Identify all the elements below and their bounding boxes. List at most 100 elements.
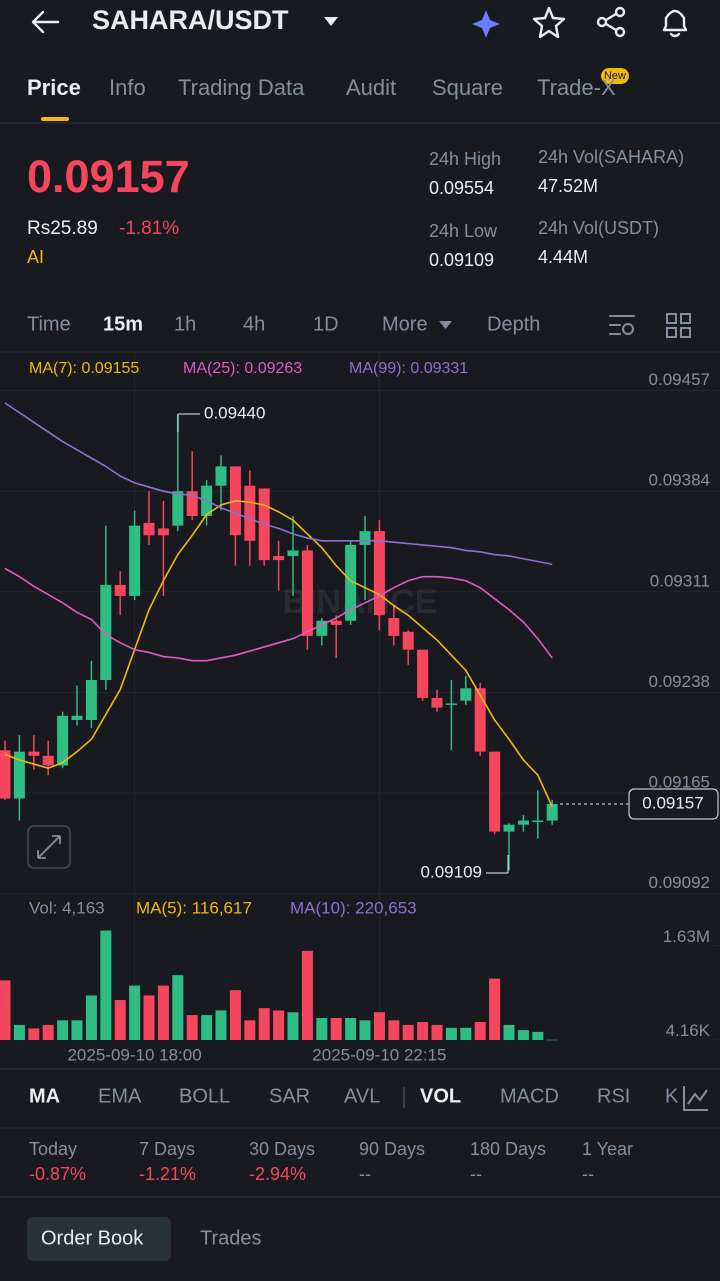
pair-title[interactable]: SAHARA/USDT: [92, 5, 289, 35]
ai-icon[interactable]: [472, 10, 500, 38]
candle-body: [114, 584, 126, 596]
indicator-tab[interactable]: BOLL: [179, 1085, 230, 1107]
interval[interactable]: Depth: [487, 313, 540, 335]
candle-body: [157, 528, 169, 536]
tab[interactable]: Trading Data: [178, 75, 305, 100]
volume-legend: MA(10): 220,653: [290, 898, 417, 917]
legend-item: MA(7): 0.09155: [29, 360, 139, 377]
order-book-button[interactable]: [27, 1217, 171, 1261]
candle-body: [273, 555, 285, 561]
tab[interactable]: Price: [27, 75, 81, 100]
tab[interactable]: Info: [109, 75, 146, 100]
more-caret[interactable]: [439, 321, 452, 329]
candle-body: [373, 531, 385, 616]
candle-body: [57, 715, 69, 766]
candle-body: [417, 649, 429, 698]
candle-body: [85, 680, 97, 720]
volume-bar: [345, 1018, 357, 1040]
candle-body: [489, 751, 501, 832]
stat-value: 0.09554: [429, 178, 494, 198]
ma-line: [4, 500, 553, 808]
volume-bar: [143, 995, 155, 1040]
performance-value: -0.87%: [29, 1164, 86, 1184]
candle-body: [546, 804, 558, 821]
indicator-tab[interactable]: VOL: [420, 1085, 461, 1107]
new-badge-bg: [601, 68, 629, 84]
volume-bar: [100, 930, 112, 1040]
interval[interactable]: Time: [27, 313, 71, 335]
layout-icon[interactable]: [666, 313, 691, 338]
indicator-tab[interactable]: RSI: [597, 1085, 630, 1107]
expand-button[interactable]: [27, 825, 71, 869]
volume-bar: [402, 1024, 414, 1040]
y-tick-label: 0.09238: [649, 672, 710, 691]
chart-settings-icon[interactable]: [683, 1086, 708, 1111]
volume-bar: [287, 1012, 299, 1040]
interval[interactable]: 4h: [243, 313, 265, 335]
back-icon[interactable]: [31, 10, 60, 34]
indicator-tab[interactable]: K: [665, 1085, 679, 1107]
y-tick-label: 0.09457: [649, 370, 710, 389]
ai-label[interactable]: AI: [27, 247, 44, 267]
indicator-tab[interactable]: EMA: [98, 1085, 142, 1107]
stat-value: 0.09109: [429, 250, 494, 270]
volume-bar: [503, 1024, 515, 1040]
interval[interactable]: 15m: [103, 313, 143, 335]
volume-bar: [316, 1018, 328, 1040]
volume-bar: [373, 1012, 385, 1040]
bell-icon[interactable]: [662, 9, 688, 38]
volume-bar: [445, 1027, 457, 1040]
y-tick-label: 0.09311: [650, 571, 710, 590]
indicator-tab[interactable]: AVL: [344, 1085, 380, 1107]
volume-legend: MA(5): 116,617: [136, 898, 252, 917]
caret[interactable]: [324, 17, 338, 26]
annotation: 0.09440: [204, 403, 265, 422]
performance-value: --: [470, 1164, 482, 1184]
volume-bar: [489, 978, 501, 1040]
bottom-tab[interactable]: Order Book: [41, 1227, 144, 1249]
volume-bar: [0, 980, 11, 1040]
performance-label: 90 Days: [359, 1139, 425, 1159]
candle-body: [129, 525, 141, 596]
stat-label: 24h Vol(USDT): [538, 218, 659, 238]
legend-item: MA(99): 0.09331: [349, 360, 468, 377]
legend-item: MA(25): 0.09263: [183, 360, 302, 377]
volume-bar: [431, 1024, 443, 1040]
interval[interactable]: 1h: [174, 313, 196, 335]
performance-label: 180 Days: [470, 1139, 546, 1159]
last-price-box: [628, 788, 719, 820]
star-icon[interactable]: [532, 6, 566, 39]
indicator-tab[interactable]: SAR: [269, 1085, 310, 1107]
settings-icon[interactable]: [609, 315, 635, 335]
interval[interactable]: More: [382, 313, 428, 335]
candle-body: [330, 620, 342, 625]
volume-bar: [71, 1020, 83, 1040]
candle-body: [460, 688, 472, 701]
candle-body: [287, 550, 299, 556]
expand-icon[interactable]: [37, 835, 61, 859]
volume-bar: [57, 1020, 69, 1040]
performance-label: 30 Days: [249, 1139, 315, 1159]
volume-bar: [28, 1028, 40, 1040]
candle-body: [186, 491, 198, 517]
performance-label: Today: [29, 1139, 77, 1159]
tab[interactable]: Trade-X: [537, 75, 616, 100]
tab[interactable]: Audit: [346, 75, 396, 100]
volume-bar: [330, 1018, 342, 1040]
share-icon[interactable]: [596, 6, 626, 38]
bottom-tab[interactable]: Trades: [200, 1227, 262, 1249]
interval[interactable]: 1D: [313, 313, 339, 335]
volume-bar: [273, 1010, 285, 1040]
stat-label: 24h Low: [429, 221, 498, 241]
candle-body: [345, 544, 357, 621]
candle-body: [28, 751, 40, 756]
fiat-price: Rs25.89: [27, 218, 98, 239]
indicator-tab[interactable]: MACD: [500, 1085, 559, 1107]
performance-value: --: [359, 1164, 371, 1184]
performance-label: 1 Year: [582, 1139, 633, 1159]
indicator-tab[interactable]: MA: [29, 1085, 60, 1107]
volume-bar: [460, 1027, 472, 1040]
tab[interactable]: Square: [432, 75, 503, 100]
